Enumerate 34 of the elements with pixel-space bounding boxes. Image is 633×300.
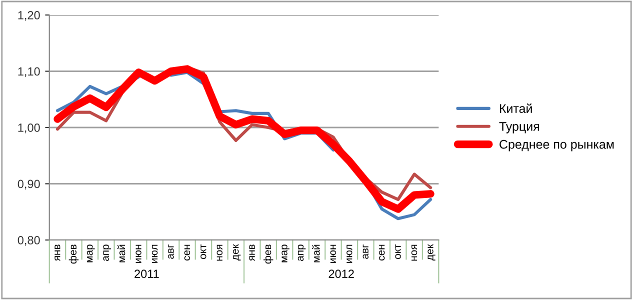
x-tick-label: авг — [362, 244, 368, 259]
text: 2011 — [134, 270, 159, 278]
legend-label: Турция — [499, 122, 539, 134]
y-tick-label: 1,20 — [18, 11, 40, 21]
x-tick-label: сен — [378, 244, 385, 260]
x-tick-label: фев — [263, 244, 274, 264]
x-tick-label: авг — [168, 244, 174, 259]
x-tick-label: дек — [428, 244, 436, 260]
y-tick-label: 1,10 — [18, 67, 40, 78]
x-tick-label: июл — [152, 244, 158, 263]
y-tick-label: 0,90 — [18, 180, 40, 190]
text: 2012 — [328, 270, 354, 278]
legend-label: Среднее по рынкам — [500, 140, 614, 152]
x-tick-label: окт — [395, 244, 401, 259]
y-tick-label: 0,80 — [18, 236, 40, 246]
x-tick-label: апр — [298, 244, 306, 261]
x-tick-label: май — [312, 244, 320, 262]
x-tick-label: май — [117, 244, 126, 262]
x-tick-label: мар — [282, 244, 290, 262]
x-tick-label: дек — [233, 244, 241, 260]
legend-label: Китай — [500, 104, 532, 113]
x-tick-label: апр — [103, 244, 111, 261]
x-tick-label: мар — [87, 244, 95, 262]
x-tick-label: сен — [184, 244, 190, 260]
x-tick-label: фев — [68, 244, 79, 264]
x-tick-label: июн — [330, 244, 336, 263]
x-tick-label: ноя — [216, 244, 222, 261]
y-tick-label: 1,00 — [18, 124, 40, 134]
x-tick-label: янв — [249, 244, 255, 262]
x-tick-label: июн — [136, 244, 142, 263]
x-tick-label: ноя — [411, 244, 418, 261]
x-tick-label: янв — [54, 244, 60, 262]
x-tick-label: окт — [200, 244, 206, 259]
x-tick-label: июл — [346, 244, 352, 263]
